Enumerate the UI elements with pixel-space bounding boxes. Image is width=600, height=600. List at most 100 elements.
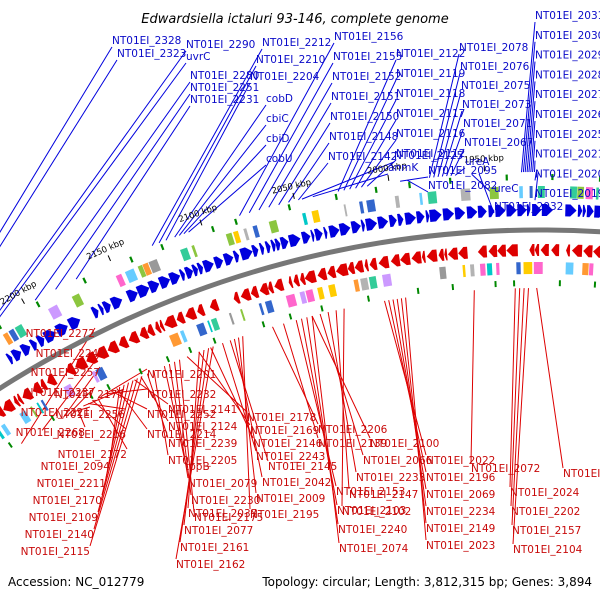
forward-gene: [397, 213, 404, 226]
rna-feature: [165, 356, 170, 363]
label-connector: [526, 81, 536, 173]
reverse-cog-feature: [240, 309, 246, 322]
label-connector: [0, 59, 118, 248]
reverse-gene: [327, 265, 337, 279]
gene-label: NT01EI_2147: [349, 489, 418, 501]
forward-gene: [196, 262, 204, 275]
gene-label: NT01EI_2240: [338, 524, 407, 536]
gene-label: NT01EI_2030: [535, 30, 600, 42]
gene-label: NT01EI_2232: [147, 389, 216, 401]
forward-gene: [10, 349, 22, 362]
forward-cog-feature: [14, 324, 28, 339]
gene-label: NT01EI_2094: [41, 461, 111, 473]
reverse-gene: [293, 274, 301, 287]
label-connector: [360, 139, 397, 188]
gene-label: NT01EI_2328: [112, 35, 181, 47]
gene-label: cobU: [266, 153, 293, 165]
reverse-gene: [22, 387, 35, 400]
label-connector: [248, 62, 334, 213]
gene-label: NT01EI_2196: [426, 472, 496, 484]
label-connector: [140, 376, 169, 422]
reverse-gene: [551, 244, 560, 257]
forward-cog-feature: [124, 268, 139, 284]
forward-gene: [101, 301, 111, 314]
reverse-cog-feature: [499, 262, 503, 275]
forward-cog-feature: [115, 273, 126, 288]
label-connectors: [0, 21, 564, 560]
forward-gene: [442, 208, 455, 221]
forward-gene: [125, 289, 138, 303]
rna-feature: [82, 277, 87, 284]
label-connector: [366, 159, 397, 187]
rna-feature: [88, 392, 94, 400]
gene-label: NT01EI_2020: [535, 168, 600, 180]
gene-label: NT01EI_2149: [426, 523, 495, 535]
reverse-gene: [16, 393, 25, 405]
kbp-tick-mark: [21, 298, 25, 305]
label-connector: [532, 140, 536, 173]
forward-gene: [251, 244, 259, 258]
reverse-cog-feature: [462, 264, 466, 278]
reverse-gene: [209, 298, 220, 312]
reverse-cog-feature: [328, 284, 338, 298]
gene-label: NT01EI_2075: [461, 80, 530, 92]
gene-label: NT01EI_2124: [168, 421, 238, 433]
gene-label: NT01EI_2029: [535, 50, 600, 62]
rna-feature: [287, 204, 292, 211]
reverse-cog-feature: [196, 322, 208, 337]
label-connector: [105, 384, 125, 479]
forward-gene: [147, 280, 160, 294]
gene-label: NT01EI_2042: [262, 477, 331, 489]
reverse-gene: [274, 278, 285, 292]
reverse-gene: [411, 251, 422, 264]
reverse-gene: [40, 378, 49, 391]
reverse-gene: [336, 263, 349, 277]
reverse-gene: [185, 307, 198, 320]
label-connector: [511, 288, 525, 526]
reverse-cog-feature: [516, 262, 521, 275]
rna-feature: [0, 324, 3, 330]
label-connector: [165, 82, 251, 241]
forward-gene: [279, 236, 289, 250]
gene-label: NT01EI_2161: [180, 542, 249, 554]
label-connector: [183, 144, 267, 235]
gene-label: NT01EI_2119: [396, 68, 465, 80]
gene-label: NT01EI_2115: [21, 546, 90, 558]
reverse-cog-feature: [479, 263, 486, 276]
forward-gene: [488, 205, 495, 218]
rna-feature: [106, 383, 111, 391]
gene-label: NT01EI_2204: [250, 71, 320, 83]
accession-text: Accession: NC_012779: [8, 575, 144, 589]
gene-label: NT01EI_2206: [318, 424, 388, 436]
reverse-gene: [240, 288, 252, 301]
label-connector: [510, 288, 521, 507]
rna-feature: [451, 283, 455, 291]
reverse-gene: [364, 259, 370, 272]
label-connector: [521, 21, 536, 173]
rna-feature: [494, 281, 497, 288]
label-connector: [242, 336, 251, 510]
forward-cog-feature: [460, 188, 471, 201]
reverse-gene: [118, 335, 130, 349]
forward-gene: [532, 204, 542, 217]
rna-feature: [160, 243, 165, 251]
gene-label: NT01EI_2118: [396, 88, 465, 100]
reverse-cog-feature: [360, 277, 370, 291]
forward-cog-feature: [2, 332, 14, 346]
reverse-gene: [390, 254, 401, 267]
label-connector: [337, 59, 397, 192]
kbp-tick-mark: [292, 192, 295, 199]
forward-gene: [541, 204, 553, 217]
reverse-gene: [458, 246, 468, 259]
gene-label: NT01EI_2214: [147, 429, 217, 441]
label-connector: [92, 400, 127, 430]
gene-label: NT01EI_2230: [191, 495, 260, 507]
genome-backbone: [0, 227, 600, 392]
label-connector: [238, 337, 257, 494]
forward-cog-feature: [366, 199, 377, 213]
forward-cog-feature: [585, 187, 594, 200]
forward-gene: [90, 306, 99, 319]
gene-label: cbiD: [266, 133, 289, 145]
reverse-gene: [233, 291, 241, 304]
